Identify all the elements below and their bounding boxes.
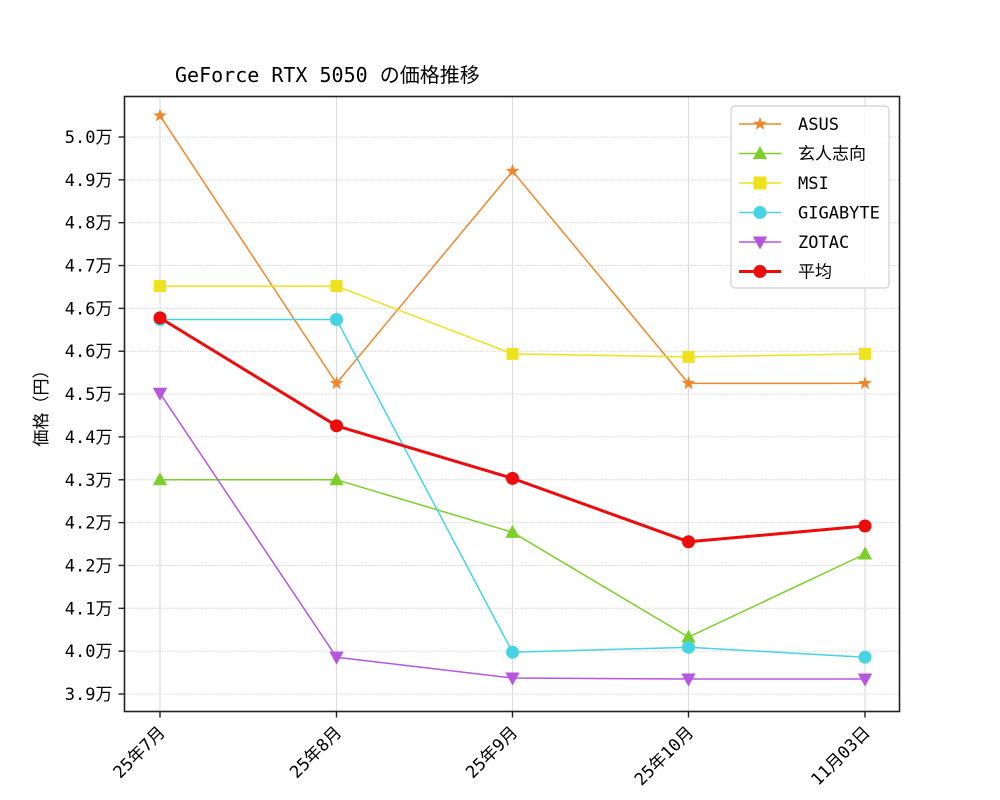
circle-marker xyxy=(682,640,695,654)
y-tick-label: 4.9万 xyxy=(65,171,113,191)
series-2 xyxy=(154,280,871,363)
legend-item: GIGABYTE xyxy=(739,204,880,224)
series-4 xyxy=(152,387,873,687)
legend-label: 玄人志向 xyxy=(798,145,866,165)
triangle-up-marker xyxy=(857,546,873,560)
circle-marker xyxy=(858,519,872,533)
x-tick-label: 25年8月 xyxy=(286,723,346,783)
triangle-down-marker xyxy=(681,673,696,687)
triangle-up-marker xyxy=(752,146,768,160)
series-0 xyxy=(153,108,872,390)
triangle-down-marker xyxy=(752,236,768,250)
y-axis-label: 価格（円） xyxy=(32,362,52,447)
star-marker xyxy=(753,116,767,130)
x-tick-label: 25年10月 xyxy=(631,723,698,790)
legend-item: 玄人志向 xyxy=(739,145,866,165)
star-marker xyxy=(858,376,872,390)
legend-label: MSI xyxy=(798,174,829,194)
star-marker xyxy=(153,108,167,122)
triangle-up-marker xyxy=(505,524,520,538)
circle-marker xyxy=(753,206,767,219)
triangle-down-marker xyxy=(152,387,168,401)
star-marker xyxy=(329,376,344,390)
circle-marker xyxy=(330,419,343,433)
legend-label: 平均 xyxy=(798,263,832,283)
y-tick-label: 4.8万 xyxy=(65,214,113,234)
legend-item: ZOTAC xyxy=(739,233,849,253)
y-tick-label: 4.2万 xyxy=(65,514,113,534)
circle-marker xyxy=(858,650,872,664)
y-tick-label: 4.2万 xyxy=(65,556,113,576)
square-marker xyxy=(753,176,767,190)
circle-marker xyxy=(330,312,343,326)
square-marker xyxy=(506,347,519,360)
circle-marker xyxy=(753,265,767,278)
y-tick-label: 3.9万 xyxy=(65,685,113,705)
y-axis: 5.0万 4.9万 4.8万 4.7万 4.6万 4.6万 4.5万 4.4万 4.3万 4.2万… xyxy=(65,128,125,705)
legend-label: GIGABYTE xyxy=(798,204,880,224)
y-tick-label: 4.6万 xyxy=(65,342,113,362)
triangle-down-marker xyxy=(329,651,344,665)
y-tick-label: 4.6万 xyxy=(65,299,113,319)
circle-marker xyxy=(682,535,695,549)
y-tick-label: 4.7万 xyxy=(65,257,113,277)
legend-item: 平均 xyxy=(739,263,832,283)
y-tick-label: 4.5万 xyxy=(65,385,113,405)
legend-item: ASUS xyxy=(739,115,839,135)
triangle-up-marker xyxy=(681,629,696,643)
circle-marker xyxy=(153,311,167,325)
legend-label: ASUS xyxy=(798,115,839,135)
triangle-down-marker xyxy=(505,672,520,686)
series-5 xyxy=(153,311,872,549)
triangle-down-marker xyxy=(857,673,873,687)
circle-marker xyxy=(506,645,519,659)
square-marker xyxy=(859,347,871,360)
legend-item: MSI xyxy=(739,174,829,194)
x-tick-label: 11月03日 xyxy=(807,723,874,790)
series-layer xyxy=(152,108,873,687)
legend: ASUS 玄人志向 MSI GIGABYTE ZOTAC 平均 xyxy=(730,105,890,289)
star-marker xyxy=(505,164,520,177)
star-marker xyxy=(681,376,696,390)
x-tick-label: 25年9月 xyxy=(462,723,522,783)
triangle-up-marker xyxy=(152,472,168,486)
chart-title: GeForce RTX 5050 の価格推移 xyxy=(175,63,480,87)
x-axis: 25年7月 25年8月 25年9月 25年10月 11月03日 xyxy=(110,711,875,790)
triangle-up-marker xyxy=(329,472,344,486)
y-tick-label: 5.0万 xyxy=(65,128,113,148)
series-1 xyxy=(152,472,873,643)
square-marker xyxy=(682,350,695,363)
x-tick-label: 25年7月 xyxy=(110,723,170,783)
y-tick-label: 4.0万 xyxy=(65,642,113,662)
y-tick-label: 4.1万 xyxy=(65,599,113,619)
y-tick-label: 4.4万 xyxy=(65,428,113,448)
square-marker xyxy=(154,280,166,293)
square-marker xyxy=(330,280,343,293)
legend-label: ZOTAC xyxy=(798,233,849,253)
circle-marker xyxy=(506,471,519,485)
y-tick-label: 4.3万 xyxy=(65,471,113,491)
